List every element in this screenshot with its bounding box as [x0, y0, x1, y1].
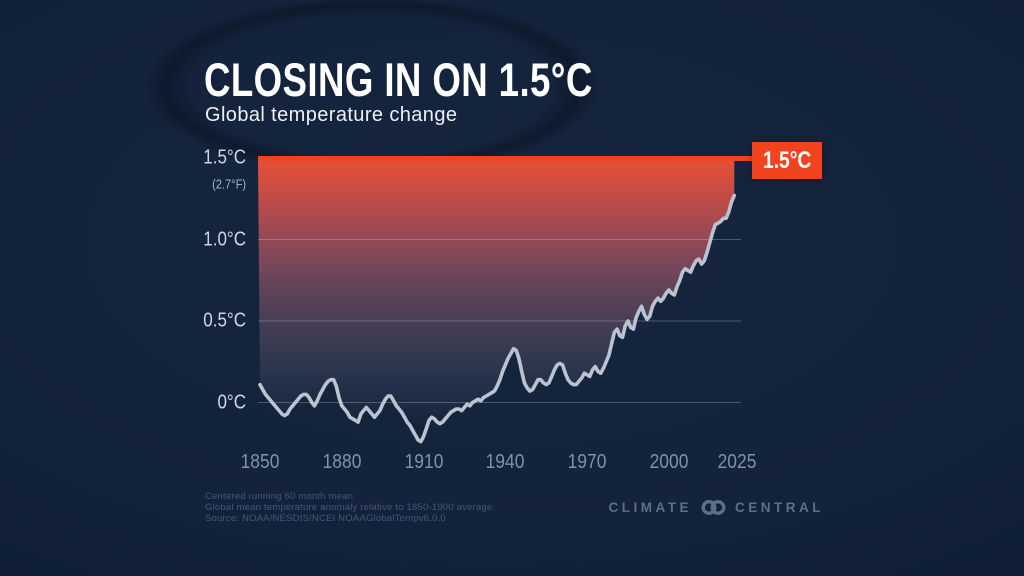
x-axis-label-1880: 1880 [322, 450, 362, 473]
interlocking-rings-icon [701, 499, 726, 515]
x-axis-label-1850: 1850 [240, 450, 280, 473]
page-title: CLOSING IN ON 1.5°C [204, 53, 593, 106]
footnote-source: Source: NOAA/NESDIS/NCEI NOAAGlobalTempv… [205, 513, 446, 524]
x-axis-label-1910: 1910 [404, 450, 443, 473]
temperature-anomaly-line [258, 193, 737, 444]
x-axis-label-1970: 1970 [567, 450, 607, 473]
footnote-baseline: Global mean temperature anomaly relative… [205, 502, 496, 513]
gap-to-threshold-fill [258, 158, 735, 442]
logo-word-central: CENTRAL [735, 499, 824, 515]
x-axis-label-2025: 2025 [717, 450, 757, 473]
y-axis-label-1-0c: 1.0°C [203, 228, 246, 250]
y-axis-label-0-5c: 0.5°C [203, 309, 246, 332]
climate-central-logo: CLIMATE CENTRAL [609, 498, 825, 516]
x-axis-label-2000: 2000 [649, 450, 689, 473]
threshold-badge-label: 1.5°C [762, 146, 812, 174]
gridlines [258, 238, 741, 404]
x-axis-label-1940: 1940 [485, 450, 525, 473]
y-axis-label-0c: 0°C [217, 391, 246, 413]
y-axis-label-fahrenheit: (2.7°F) [212, 176, 246, 192]
logo-word-climate: CLIMATE [608, 499, 692, 515]
threshold-badge: 1.5°C [752, 142, 822, 179]
page-subtitle: Global temperature change [205, 104, 458, 126]
footnotes: Centered running 60 month mean Global me… [205, 491, 495, 524]
y-axis-label-1-5c: 1.5°C [203, 146, 246, 169]
footnote-method: Centered running 60 month mean [205, 491, 354, 502]
